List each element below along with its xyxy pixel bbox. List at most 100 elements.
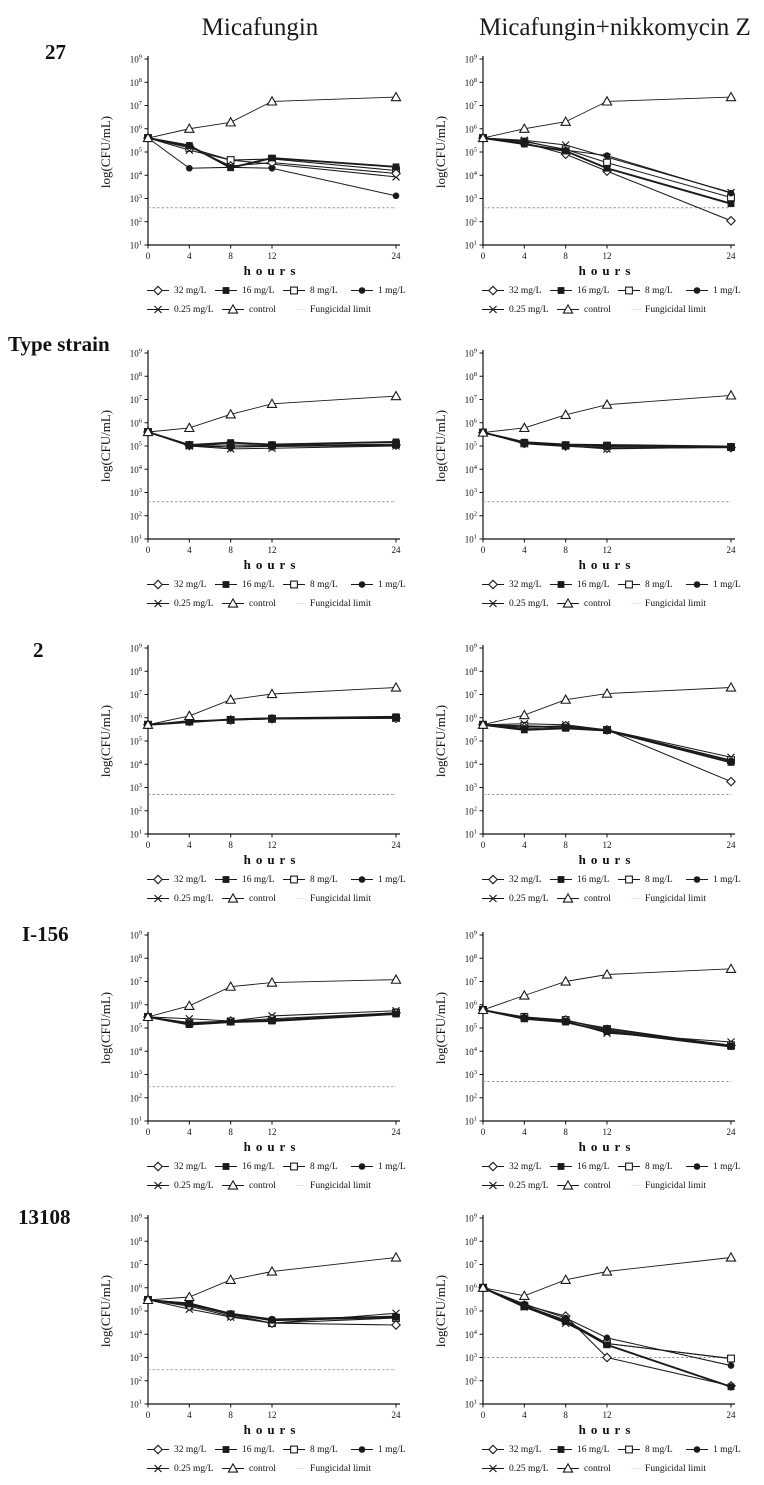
legend-item-8-mg-l: 8 mg/L xyxy=(282,579,350,590)
open-square-marker xyxy=(290,1162,298,1171)
y-tick-label: 107 xyxy=(130,976,143,987)
open-diamond-icon xyxy=(147,1161,169,1172)
x-cross-marker xyxy=(154,305,162,314)
legend-label: 32 mg/L xyxy=(174,874,207,885)
time-kill-plot: 109 108 107 106 105 104 103 102 101 0 4 8 12 24 log(CF… xyxy=(433,643,737,867)
legend: 32 mg/L 16 mg/L 8 mg/L 1 mg/L 0.25 mg/L contr… xyxy=(481,1440,764,1478)
chart-panel-2-micafungin: 109 108 107 106 105 104 103 102 101 0 4 8 12 24 log(CF… xyxy=(98,638,410,908)
open-triangle-icon xyxy=(222,893,244,903)
open-triangle-marker xyxy=(227,1463,239,1473)
legend-item-16-mg-l: 16 mg/L xyxy=(549,1444,617,1455)
time-kill-plot: 109 108 107 106 105 104 103 102 101 0 4 8 12 24 log(CF… xyxy=(433,54,737,278)
x-tick-label: 0 xyxy=(481,1410,486,1420)
x-tick-label: 4 xyxy=(522,545,527,555)
open-triangle-marker xyxy=(142,1011,154,1022)
open-triangle-marker xyxy=(142,719,154,729)
legend-label: Fungicidal limit xyxy=(310,1180,371,1191)
x-tick-label: 0 xyxy=(481,251,486,261)
y-tick-label: 106 xyxy=(465,123,478,134)
x-tick-label: 4 xyxy=(187,1127,192,1137)
chart-panel-i-156-combination: 109 108 107 106 105 104 103 102 101 0 4 8 12 24 log(CF… xyxy=(433,925,745,1195)
open-triangle-marker xyxy=(562,893,574,903)
y-tick-label: 105 xyxy=(130,736,142,747)
y-tick-label: 104 xyxy=(465,464,478,475)
open-triangle-icon xyxy=(222,304,244,314)
x-axis-title: hours xyxy=(579,1422,636,1437)
y-tick-label: 105 xyxy=(465,1023,477,1034)
y-tick-label: 106 xyxy=(465,999,478,1010)
filled-square-marker xyxy=(222,287,230,294)
legend-label: 0.25 mg/L xyxy=(174,598,214,609)
legend-item-0.25-mg-l: 0.25 mg/L xyxy=(146,893,221,904)
y-tick-label: 101 xyxy=(130,1399,142,1410)
open-triangle-marker xyxy=(227,893,239,903)
y-tick-label: 102 xyxy=(130,510,142,521)
dashed-line-icon xyxy=(296,1185,306,1186)
filled-square-marker xyxy=(268,1316,276,1324)
y-tick-label: 109 xyxy=(465,643,477,654)
filled-square-marker xyxy=(185,718,193,726)
open-diamond-marker xyxy=(488,579,498,590)
dashed-line-icon xyxy=(296,309,306,310)
open-triangle-marker xyxy=(562,1463,574,1473)
legend-label: control xyxy=(249,1463,276,1474)
y-tick-label: 102 xyxy=(465,805,477,816)
open-diamond-marker xyxy=(153,874,163,885)
filled-square-marker xyxy=(268,154,276,162)
y-tick-label: 109 xyxy=(465,930,477,941)
x-tick-label: 12 xyxy=(268,545,277,555)
open-triangle-icon xyxy=(222,1463,244,1473)
strain-label-i-156: I-156 xyxy=(22,922,69,946)
x-tick-label: 4 xyxy=(187,1410,192,1420)
filled-square-icon xyxy=(550,581,572,588)
legend-label: 0.25 mg/L xyxy=(509,1463,549,1474)
legend-item-control: control xyxy=(221,304,296,315)
legend-item-1-mg-l: 1 mg/L xyxy=(685,1161,753,1172)
y-tick-label: 106 xyxy=(465,1282,478,1293)
y-tick-label: 106 xyxy=(130,1282,143,1293)
open-triangle-icon xyxy=(222,1180,244,1190)
y-axis-title: log(CFU/mL) xyxy=(98,410,113,482)
y-tick-label: 104 xyxy=(130,759,143,770)
legend-item-0.25-mg-l: 0.25 mg/L xyxy=(146,304,221,315)
y-tick-label: 108 xyxy=(465,953,477,964)
filled-circle-marker xyxy=(693,581,701,588)
y-tick-label: 107 xyxy=(130,100,143,111)
filled-square-icon xyxy=(215,876,237,883)
legend-item-32-mg-l: 32 mg/L xyxy=(481,285,549,296)
open-diamond-marker xyxy=(602,1352,612,1363)
open-triangle-marker xyxy=(560,1274,572,1284)
legend-label: Fungicidal limit xyxy=(645,1463,706,1474)
legend-item-fungicidal-limit: Fungicidal limit xyxy=(631,1180,706,1191)
y-axis-title: log(CFU/mL) xyxy=(98,1275,113,1347)
legend-label: 0.25 mg/L xyxy=(174,304,214,315)
chart-panel-type-strain-micafungin: 109 108 107 106 105 104 103 102 101 0 4 8 12 24 log(CF… xyxy=(98,343,410,613)
y-tick-label: 102 xyxy=(130,1375,142,1386)
series-control xyxy=(477,681,737,729)
series-control xyxy=(142,973,402,1022)
open-square-icon xyxy=(283,1445,305,1454)
x-tick-label: 4 xyxy=(522,251,527,261)
filled-square-marker xyxy=(185,1021,193,1029)
legend-label: 16 mg/L xyxy=(242,285,275,296)
column-header-micafungin: Micafungin xyxy=(201,14,319,41)
time-kill-plot: 109 108 107 106 105 104 103 102 101 0 4 8 12 24 log(CF… xyxy=(98,930,402,1154)
filled-square-marker xyxy=(268,441,276,448)
x-cross-icon xyxy=(482,1464,504,1473)
legend-item-32-mg-l: 32 mg/L xyxy=(481,1161,549,1172)
legend: 32 mg/L 16 mg/L 8 mg/L 1 mg/L 0.25 mg/L contr… xyxy=(481,575,764,613)
open-triangle-icon xyxy=(557,304,579,314)
y-tick-label: 102 xyxy=(130,216,142,227)
legend-item-control: control xyxy=(221,893,296,904)
open-triangle-icon xyxy=(557,1463,579,1473)
filled-square-icon xyxy=(215,1446,237,1453)
open-square-marker xyxy=(625,1445,633,1454)
open-square-marker xyxy=(625,875,633,884)
filled-square-marker xyxy=(227,715,235,723)
filled-square-marker xyxy=(557,581,565,588)
open-triangle-marker xyxy=(266,95,278,106)
legend-item-16-mg-l: 16 mg/L xyxy=(214,874,282,885)
open-triangle-marker xyxy=(477,1282,489,1292)
filled-circle-icon xyxy=(351,581,373,588)
